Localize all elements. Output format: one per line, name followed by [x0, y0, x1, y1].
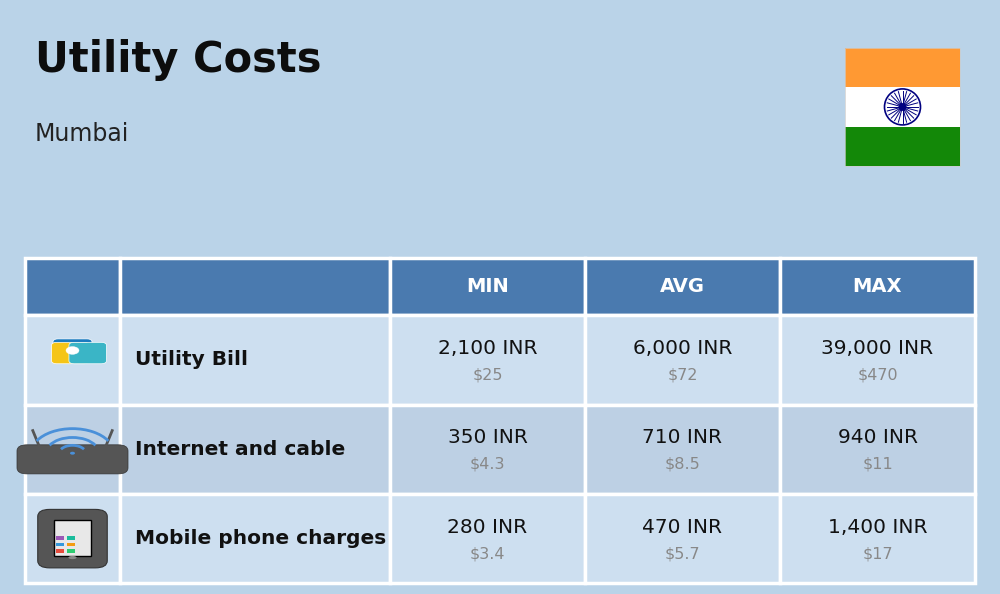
Text: $17: $17	[862, 546, 893, 561]
Bar	[67, 549, 75, 554]
Text: $72: $72	[667, 368, 698, 383]
Text: $5.7: $5.7	[665, 546, 700, 561]
Text: $470: $470	[857, 368, 898, 383]
Text: Internet and cable: Internet and cable	[135, 440, 345, 459]
Text: 39,000 INR: 39,000 INR	[821, 339, 934, 358]
Bar	[56, 549, 64, 554]
Text: $3.4: $3.4	[470, 546, 505, 561]
Bar	[585, 494, 780, 583]
Bar	[120, 494, 390, 583]
FancyBboxPatch shape	[52, 342, 89, 364]
Bar	[390, 405, 585, 494]
Bar	[585, 315, 780, 405]
Bar	[56, 536, 64, 539]
Bar	[25, 405, 120, 494]
Bar	[845, 87, 960, 127]
Bar	[390, 494, 585, 583]
FancyBboxPatch shape	[53, 339, 92, 362]
Bar	[585, 405, 780, 494]
Text: MIN: MIN	[466, 277, 509, 296]
Bar	[780, 494, 975, 583]
Text: $4.3: $4.3	[470, 457, 505, 472]
Bar	[390, 258, 585, 315]
Bar	[390, 315, 585, 405]
Ellipse shape	[899, 103, 906, 110]
Text: $8.5: $8.5	[665, 457, 700, 472]
Bar	[120, 405, 390, 494]
Bar	[120, 315, 390, 405]
Bar	[120, 258, 390, 315]
Bar	[780, 315, 975, 405]
Bar	[845, 127, 960, 166]
Text: AVG: AVG	[660, 277, 705, 296]
Bar	[845, 48, 960, 166]
FancyBboxPatch shape	[38, 510, 107, 568]
FancyBboxPatch shape	[69, 342, 106, 364]
Text: 350 INR: 350 INR	[448, 428, 527, 447]
Bar	[780, 405, 975, 494]
Text: Mumbai: Mumbai	[35, 122, 129, 146]
Text: $25: $25	[472, 368, 503, 383]
Text: MAX: MAX	[853, 277, 902, 296]
Bar	[67, 536, 75, 539]
Bar	[67, 542, 75, 546]
Text: 470 INR: 470 INR	[642, 517, 722, 536]
FancyBboxPatch shape	[54, 520, 91, 556]
Text: 6,000 INR: 6,000 INR	[633, 339, 732, 358]
Text: 2,100 INR: 2,100 INR	[438, 339, 537, 358]
Bar	[25, 258, 120, 315]
Bar	[25, 494, 120, 583]
Ellipse shape	[70, 451, 75, 454]
Text: 280 INR: 280 INR	[447, 517, 528, 536]
Text: 710 INR: 710 INR	[642, 428, 722, 447]
Text: 1,400 INR: 1,400 INR	[828, 517, 927, 536]
Bar	[780, 258, 975, 315]
Ellipse shape	[66, 346, 79, 355]
Bar	[845, 48, 960, 87]
Text: 940 INR: 940 INR	[838, 428, 918, 447]
Text: Utility Costs: Utility Costs	[35, 39, 322, 81]
Text: $11: $11	[862, 457, 893, 472]
Text: Mobile phone charges: Mobile phone charges	[135, 529, 386, 548]
Ellipse shape	[68, 556, 77, 559]
Bar	[585, 258, 780, 315]
Text: Utility Bill: Utility Bill	[135, 350, 248, 369]
Bar	[25, 315, 120, 405]
Bar	[56, 542, 64, 546]
FancyBboxPatch shape	[17, 445, 128, 474]
